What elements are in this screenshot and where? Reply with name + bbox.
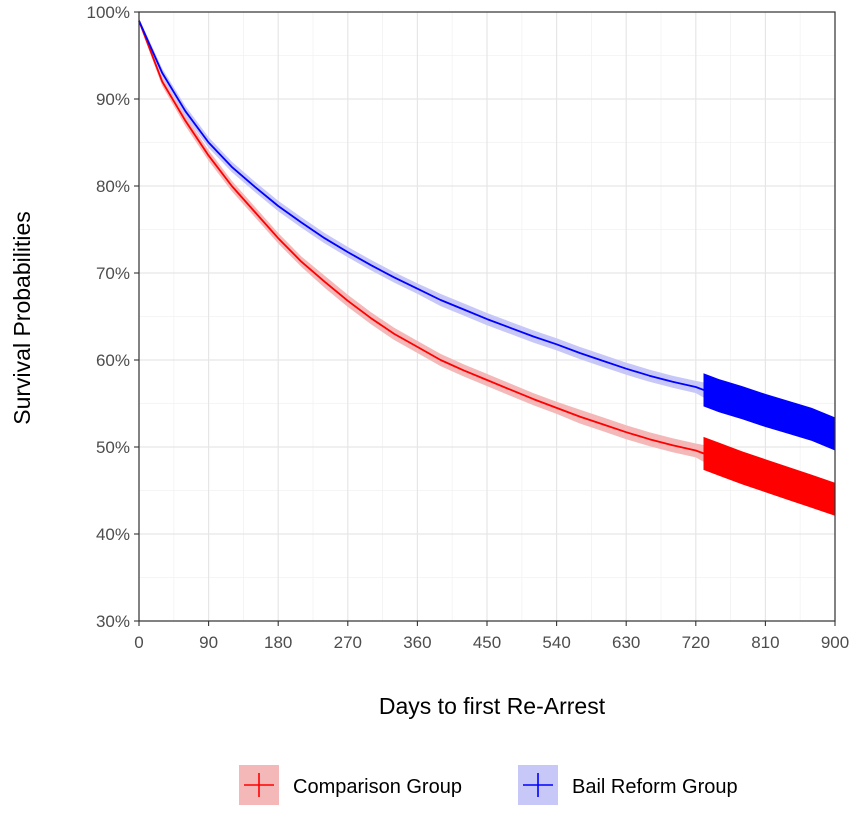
y-tick-label: 100% [87,3,130,22]
x-tick-label: 540 [542,633,570,652]
survival-line-1 [138,20,836,435]
legend: Comparison Group Bail Reform Group [239,765,738,805]
axis-ticks [134,11,836,626]
legend-item-bail-reform: Bail Reform Group [518,765,738,805]
y-tick-label: 30% [96,612,130,631]
y-tick-labels: 30% 40% 50% 60% 70% 80% 90% 100% [87,3,130,631]
x-tick-label: 180 [264,633,292,652]
y-tick-label: 50% [96,438,130,457]
survival-lines [138,20,836,501]
x-tick-label: 360 [403,633,431,652]
x-tick-label: 810 [751,633,779,652]
x-tick-label: 0 [134,633,143,652]
y-tick-label: 40% [96,525,130,544]
y-tick-label: 80% [96,177,130,196]
y-axis-title: Survival Probabilities [9,211,35,424]
legend-item-comparison: Comparison Group [239,765,462,805]
x-tick-label: 630 [612,633,640,652]
x-tick-label: 270 [334,633,362,652]
legend-label-comparison: Comparison Group [293,776,462,798]
y-tick-label: 70% [96,264,130,283]
x-tick-label: 720 [682,633,710,652]
x-tick-label: 900 [821,633,849,652]
x-tick-label: 90 [199,633,218,652]
x-axis-title: Days to first Re-Arrest [379,693,606,719]
censor-marks [703,373,835,516]
x-tick-labels: 0 90 180 270 360 450 540 630 720 810 900 [134,633,849,652]
y-tick-label: 60% [96,351,130,370]
y-tick-label: 90% [96,90,130,109]
x-tick-label: 450 [473,633,501,652]
legend-label-bail-reform: Bail Reform Group [572,776,738,798]
survival-line-0 [138,20,836,501]
